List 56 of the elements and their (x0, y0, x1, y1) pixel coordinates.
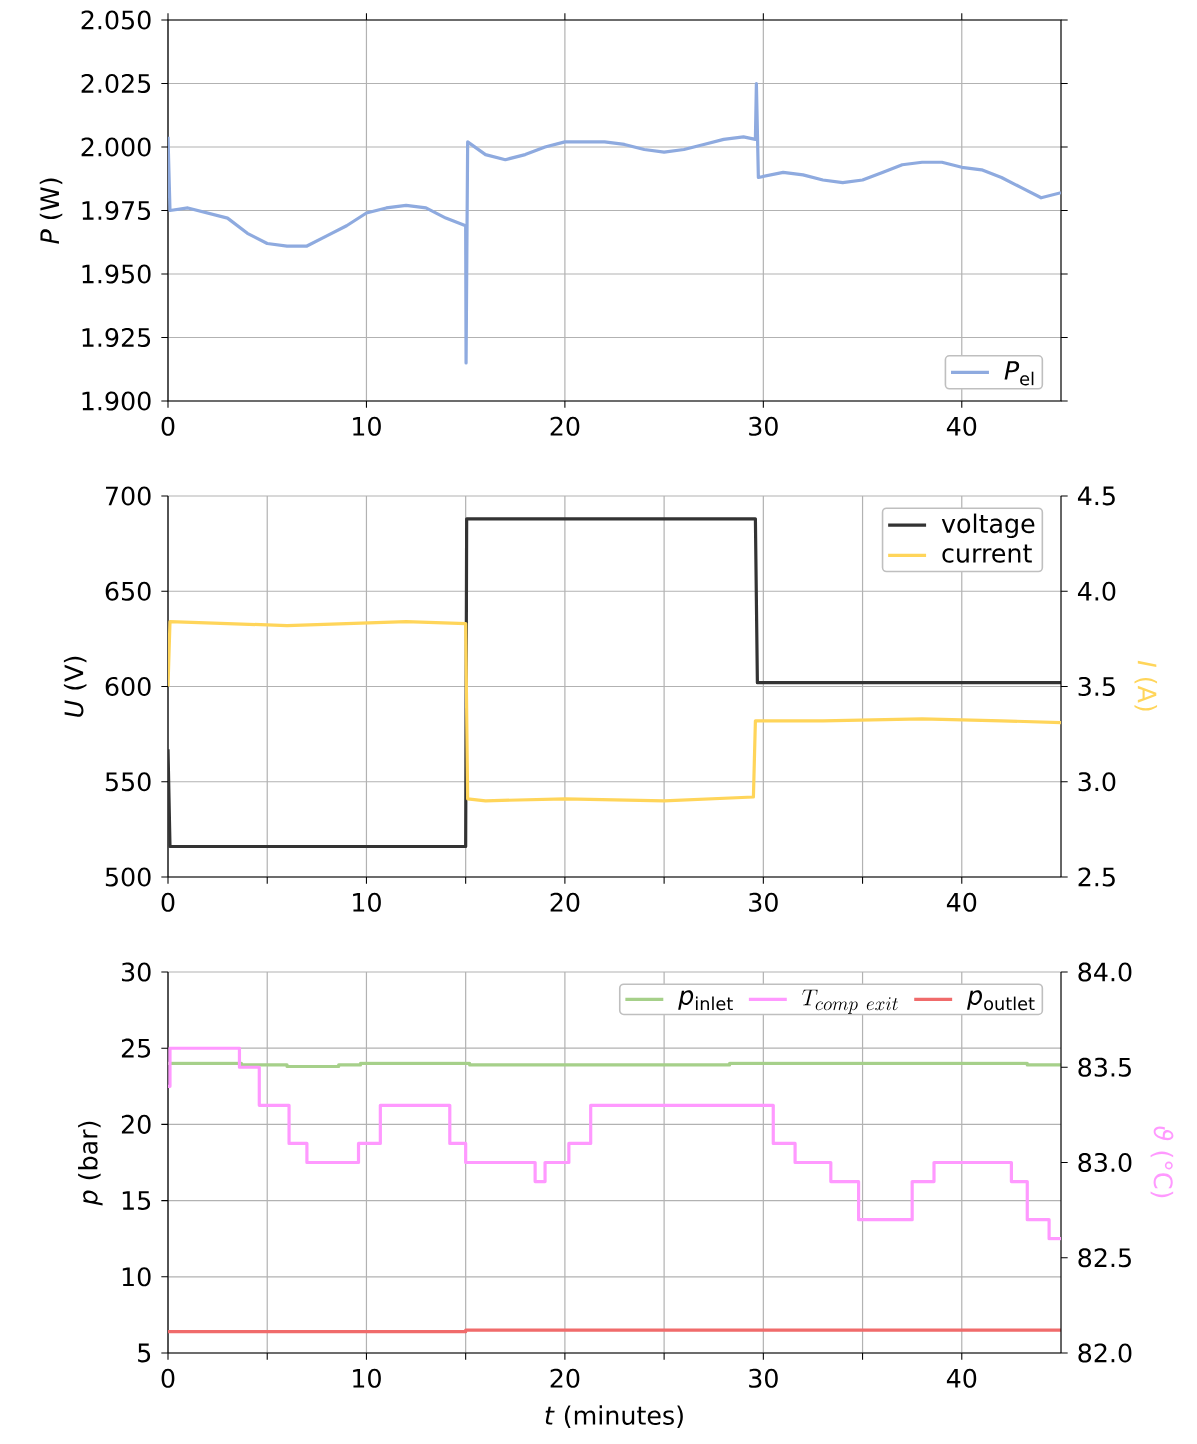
x-tick-label: 0 (161, 1368, 175, 1388)
x-tick-label: 0 (161, 416, 175, 436)
y2-tick-label: 4.0 (1077, 581, 1116, 601)
y-tick-label: 5 (138, 1343, 151, 1363)
y-tick-label: 500 (105, 867, 151, 887)
legend-label: p$_{outlet}$ (967, 990, 1035, 1011)
x-tick-label: 40 (946, 892, 977, 912)
y-tick-label: 2.000 (81, 137, 151, 157)
y-tick-label: 600 (105, 676, 151, 697)
x-tick-label: 30 (749, 416, 778, 436)
y-axis-title: U (V) (63, 656, 87, 717)
x-tick-label: 40 (946, 1368, 977, 1388)
y-tick-label: 25 (121, 1038, 151, 1058)
x-tick-label: 10 (353, 416, 381, 436)
x-tick-label: 20 (550, 416, 580, 436)
legend-label: $T_{comp\ exit}$ (802, 989, 898, 1014)
y-tick-label: 20 (121, 1114, 151, 1134)
legend-label: p$_{inlet}$ (678, 990, 733, 1011)
x-tick-label: 20 (550, 892, 580, 912)
x-tick-label: 20 (550, 1368, 580, 1388)
y-tick-label: 2.050 (81, 10, 151, 30)
y-tick-label: 650 (105, 581, 151, 601)
x-axis-title: t (minutes) (545, 1405, 683, 1428)
y-tick-label: 1.925 (82, 327, 151, 348)
y-axis-title: P (W) (39, 178, 63, 244)
y-tick-label: 10 (122, 1267, 151, 1287)
y2-tick-label: 3.0 (1078, 772, 1116, 792)
x-tick-label: 30 (749, 1368, 778, 1388)
y2-tick-label: 3.5 (1078, 676, 1115, 697)
y-axis-title: p (bar) (78, 1121, 103, 1206)
y2-tick-label: 83.0 (1078, 1152, 1132, 1173)
x-tick-label: 0 (161, 892, 175, 912)
legend-label: voltage (941, 513, 1035, 539)
y-tick-label: 15 (122, 1191, 151, 1210)
y-tick-label: 2.025 (81, 73, 151, 94)
y2-tick-label: 2.5 (1078, 867, 1115, 887)
legend-label: P$_{el}$ (1004, 361, 1034, 386)
y2-tick-label: 82.0 (1078, 1343, 1132, 1363)
x-tick-label: 10 (353, 1368, 381, 1388)
y2-tick-label: 83.5 (1078, 1057, 1131, 1077)
x-tick-label: 30 (749, 892, 778, 912)
y2-axis-title: I (A) (1134, 660, 1158, 711)
y2-tick-label: 4.5 (1077, 486, 1115, 506)
x-tick-label: 10 (353, 892, 381, 912)
x-tick-label: 40 (946, 416, 977, 436)
y-tick-label: 1.950 (82, 264, 151, 284)
legend-label: current (942, 544, 1032, 563)
y-tick-label: 700 (106, 486, 151, 506)
y-tick-label: 1.975 (82, 200, 151, 221)
y2-axis-title: ϑ (°C) (1150, 1126, 1174, 1198)
line-series (168, 620, 1062, 803)
y-tick-label: 1.900 (82, 391, 151, 411)
y2-tick-label: 82.5 (1078, 1248, 1131, 1268)
y-tick-label: 30 (121, 962, 151, 982)
y-tick-label: 550 (105, 772, 151, 792)
y2-tick-label: 84.0 (1078, 962, 1132, 982)
